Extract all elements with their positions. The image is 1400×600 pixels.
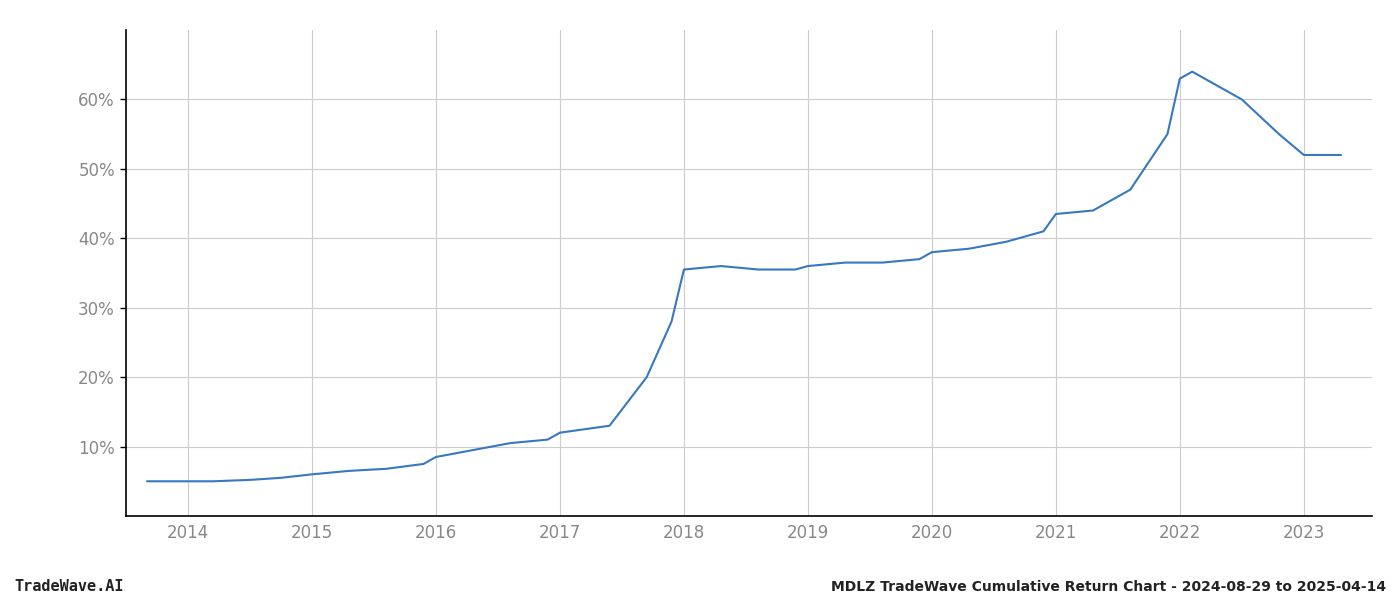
Text: TradeWave.AI: TradeWave.AI [14, 579, 123, 594]
Text: MDLZ TradeWave Cumulative Return Chart - 2024-08-29 to 2025-04-14: MDLZ TradeWave Cumulative Return Chart -… [830, 580, 1386, 594]
